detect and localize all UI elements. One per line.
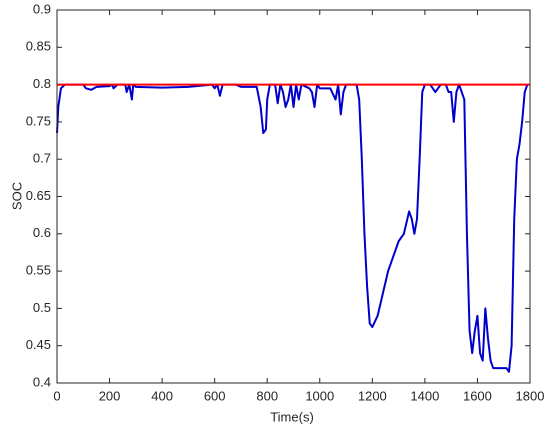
x-tick-label: 600 (204, 388, 226, 403)
x-axis-label: Time(s) (270, 409, 314, 424)
x-tick-label: 400 (151, 388, 173, 403)
x-tick-label: 800 (256, 388, 278, 403)
x-tick-label: 1600 (463, 388, 492, 403)
y-tick-label: 0.55 (26, 263, 51, 278)
x-tick-label: 200 (99, 388, 121, 403)
x-tick-label: 1000 (305, 388, 334, 403)
x-tick-label: 0 (53, 388, 60, 403)
y-tick-label: 0.65 (26, 188, 51, 203)
series-line (56, 83, 529, 373)
plot-frame (56, 9, 531, 384)
y-tick-label: 0.75 (26, 113, 51, 128)
x-tick-label: 1800 (516, 388, 545, 403)
y-tick-label: 0.8 (33, 76, 51, 91)
y-axis-label: SOC (9, 182, 24, 210)
x-tick-label: 1400 (410, 388, 439, 403)
y-tick-label: 0.85 (26, 39, 51, 54)
y-tick-label: 0.9 (33, 1, 51, 16)
y-tick-label: 0.5 (33, 300, 51, 315)
y-tick-label: 0.45 (26, 337, 51, 352)
y-tick-label: 0.6 (33, 225, 51, 240)
y-tick-label: 0.7 (33, 151, 51, 166)
x-tick-label: 1200 (358, 388, 387, 403)
y-tick-label: 0.4 (33, 374, 51, 389)
